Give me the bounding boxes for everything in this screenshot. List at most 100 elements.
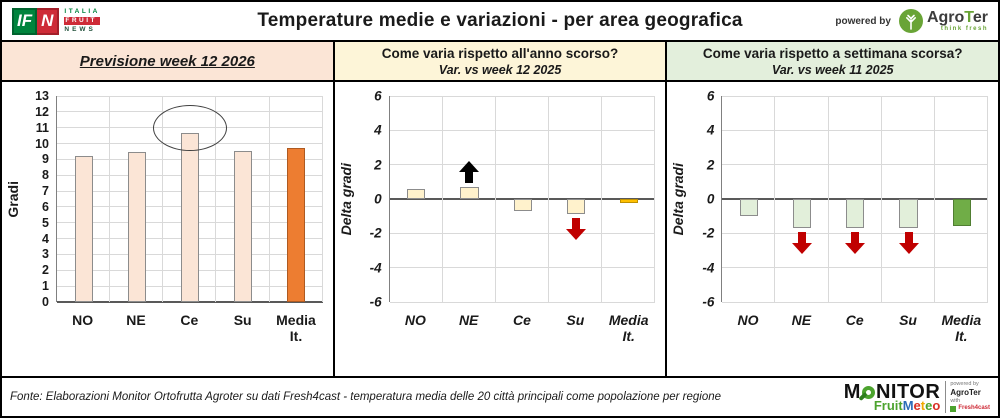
gridline-vertical [215, 96, 217, 302]
gridline-horizontal [722, 267, 989, 269]
y-tick-label: -2 [369, 225, 382, 241]
gridline-vertical [880, 96, 882, 302]
x-axis-labels: NO NE Ce Su Media It. [721, 302, 988, 344]
panel-header-forecast: Previsione week 12 2026 [2, 42, 333, 80]
panel-title-forecast: Previsione week 12 2026 [79, 52, 255, 70]
bar-ce [513, 199, 532, 212]
y-tick-label: 0 [706, 191, 715, 207]
y-axis-label-wrap: Delta gradi [337, 96, 355, 302]
page-title: Temperature medie e variazioni - per are… [257, 10, 743, 31]
arrow-stem [851, 232, 860, 244]
bar-su [899, 199, 918, 229]
y-axis-label: Delta gradi [337, 162, 354, 236]
monitor-rest: NITOR [875, 381, 941, 403]
meteo-letter: e [925, 398, 933, 413]
gridline-vertical [601, 96, 603, 302]
fruitmeteo-wordmark: FruitMeteo [874, 399, 941, 412]
magnifier-icon [861, 385, 875, 399]
gridline-vertical [441, 96, 443, 302]
ifn-italia-label: ITALIA [64, 8, 100, 16]
y-tick-label: 0 [42, 294, 49, 309]
y-axis-ticks: -6 -4 -2 0 2 4 6 [687, 89, 721, 308]
arrow-stem [904, 232, 913, 244]
agroter-agro: Agro [926, 9, 965, 26]
x-axis-category-label: Su [899, 312, 917, 328]
y-tick-label: 12 [35, 104, 49, 119]
meteo-letter: o [932, 398, 941, 413]
y-tick-label: 4 [706, 122, 715, 138]
y-tick-label: -6 [369, 294, 382, 310]
y-tick-label: 9 [42, 152, 49, 167]
charts-row: Gradi 0 1 2 3 4 5 6 7 8 9 10 11 12 13 NO NE Ce Su Media I… [2, 82, 998, 376]
y-tick-label: 6 [42, 199, 49, 214]
x-axis-category-label: Media It. [941, 312, 982, 345]
y-tick-label: 6 [374, 88, 382, 104]
vs-last-week-chart-panel: Delta gradi -6 -4 -2 0 2 4 6 NO NE Ce Su Media It. [665, 82, 998, 376]
y-tick-label: 10 [35, 136, 49, 151]
bar-media-it- [620, 199, 639, 204]
y-tick-label: 2 [374, 156, 382, 172]
y-tick-label: 8 [42, 167, 49, 182]
bar-ne [460, 186, 479, 199]
panel-headers-row: Previsione week 12 2026 Come varia rispe… [2, 42, 999, 82]
gridline-vertical [774, 96, 776, 302]
vs-last-year-bar-chart: Delta gradi -6 -4 -2 0 2 4 6 NO NE Ce Su Media It. [337, 89, 656, 344]
header-left: IF N ITALIA FRUIT NEWS [12, 7, 227, 35]
bar-ce [180, 133, 200, 302]
arrow-head [845, 243, 866, 255]
gridline-horizontal [389, 164, 656, 166]
arrow-head [898, 243, 919, 255]
footer-powered-by-block: powered by AgroTer with Fresh4cast [945, 381, 990, 413]
agroter-name: AgroTer [927, 10, 988, 26]
x-axis-category-label: NE [791, 312, 812, 328]
powered-by-label: powered by [835, 15, 891, 27]
arrow-down-icon [845, 232, 866, 255]
footer-with-label: with [950, 398, 961, 405]
x-axis-category-label: Ce [513, 312, 531, 328]
forecast-chart-panel: Gradi 0 1 2 3 4 5 6 7 8 9 10 11 12 13 NO NE Ce Su Media I… [2, 82, 333, 376]
fruitmeteo-fruit: Fruit [873, 398, 903, 413]
gridline-vertical [987, 96, 989, 302]
gridline-horizontal [722, 129, 989, 131]
arrow-down-icon [792, 232, 813, 255]
vs-last-year-chart-panel: Delta gradi -6 -4 -2 0 2 4 6 NO NE Ce Su Media It. [332, 82, 666, 376]
x-axis-category-label: NO [737, 312, 759, 328]
monitor-line: M NITOR [844, 382, 941, 402]
ifn-news-label: NEWS [64, 25, 96, 33]
x-axis-labels: NO NE Ce Su Media It. [56, 302, 323, 344]
y-tick-label: -6 [702, 294, 715, 310]
panel-header-vs-last-week: Come varia rispetto a settimana scorsa? … [665, 42, 999, 80]
gridline-vertical [268, 96, 270, 302]
y-tick-label: 2 [706, 156, 715, 172]
arrow-stem [465, 171, 474, 183]
plot-area [388, 95, 656, 303]
arrow-stem [571, 218, 580, 230]
plot-area [56, 95, 323, 303]
arrow-head [792, 243, 813, 255]
y-tick-label: 6 [706, 88, 715, 104]
vs-last-week-bar-chart: Delta gradi -6 -4 -2 0 2 4 6 NO NE Ce Su Media It. [669, 89, 989, 344]
ifn-letter-red: N [37, 7, 60, 35]
y-tick-label: 5 [42, 215, 49, 230]
gridline-horizontal [57, 95, 323, 97]
gridline-vertical [494, 96, 496, 302]
x-axis-category-label: NO [404, 312, 426, 328]
y-tick-label: 11 [35, 120, 49, 135]
meteo-letter: t [920, 398, 926, 413]
y-axis-label: Delta gradi [670, 162, 687, 236]
agroter-logo: AgroTer think fresh [898, 9, 988, 33]
gridline-vertical [162, 96, 164, 302]
y-tick-label: 3 [42, 247, 49, 262]
x-axis-category-label: NE [458, 312, 479, 328]
y-tick-label: 13 [35, 88, 49, 103]
y-axis-label: Gradi [5, 180, 21, 218]
footer-agroter-label: AgroTer [950, 388, 981, 398]
ifn-letters-green: IF [12, 7, 38, 35]
gridline-vertical [109, 96, 111, 302]
bar-media-it- [952, 199, 971, 227]
meteo-letter: e [913, 398, 921, 413]
source-note: Fonte: Elaborazioni Monitor Ortofrutta A… [10, 391, 722, 403]
bar-no [74, 156, 93, 302]
x-axis-category-label: NE [126, 312, 146, 328]
gridline-horizontal [722, 301, 989, 303]
